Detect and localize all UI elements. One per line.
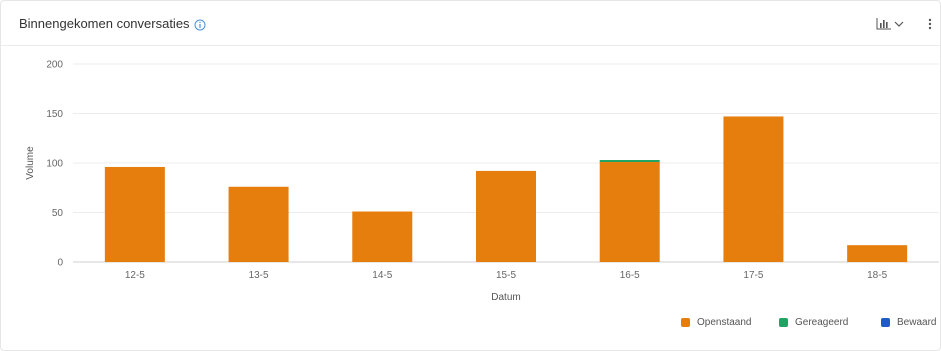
y-tick-label: 50 xyxy=(52,208,64,219)
x-tick-label: 16-5 xyxy=(620,270,640,281)
x-tick-label: 12-5 xyxy=(125,270,145,281)
bar-openstaand-18-5[interactable] xyxy=(847,245,908,262)
x-tick-label: 15-5 xyxy=(496,270,516,281)
y-tick-label: 150 xyxy=(46,109,63,120)
y-tick-label: 100 xyxy=(46,159,63,170)
x-tick-label: 18-5 xyxy=(867,270,887,281)
bar-openstaand-12-5[interactable] xyxy=(104,166,165,262)
chart-type-selector-button[interactable] xyxy=(873,16,907,32)
legend-item-gereageerd[interactable]: Gereageerd xyxy=(779,315,848,329)
y-tick-label: 0 xyxy=(57,258,63,269)
bar-openstaand-17-5[interactable] xyxy=(723,116,784,262)
card-header: Binnengekomen conversaties xyxy=(1,1,940,46)
bar-openstaand-13-5[interactable] xyxy=(228,186,289,262)
chevron-down-icon xyxy=(894,21,904,27)
bar-openstaand-14-5[interactable] xyxy=(352,211,413,262)
legend-item-bewaard[interactable]: Bewaard xyxy=(881,315,936,329)
legend-swatch xyxy=(881,317,890,327)
x-tick-label: 13-5 xyxy=(249,270,269,281)
bar-chart-icon xyxy=(876,18,891,30)
more-options-icon[interactable] xyxy=(925,16,935,32)
bar-gereageerd-16-5[interactable] xyxy=(599,160,660,163)
legend-label: Openstaand xyxy=(697,316,752,328)
info-icon[interactable] xyxy=(194,18,206,31)
x-tick-label: 17-5 xyxy=(743,270,763,281)
chart-legend: Openstaand Gereageerd Bewaard xyxy=(1,315,940,331)
bar-openstaand-16-5[interactable] xyxy=(599,162,660,262)
legend-swatch xyxy=(681,317,690,327)
x-tick-label: 14-5 xyxy=(372,270,392,281)
y-axis-label: Volume xyxy=(25,146,36,180)
x-axis-label: Datum xyxy=(491,292,520,303)
legend-label: Bewaard xyxy=(897,316,937,328)
y-tick-label: 200 xyxy=(46,60,63,71)
chart-title: Binnengekomen conversaties xyxy=(19,16,190,31)
legend-label: Gereageerd xyxy=(795,316,849,328)
bar-openstaand-15-5[interactable] xyxy=(476,170,536,262)
legend-item-openstaand[interactable]: Openstaand xyxy=(681,315,752,329)
legend-swatch xyxy=(779,317,788,327)
